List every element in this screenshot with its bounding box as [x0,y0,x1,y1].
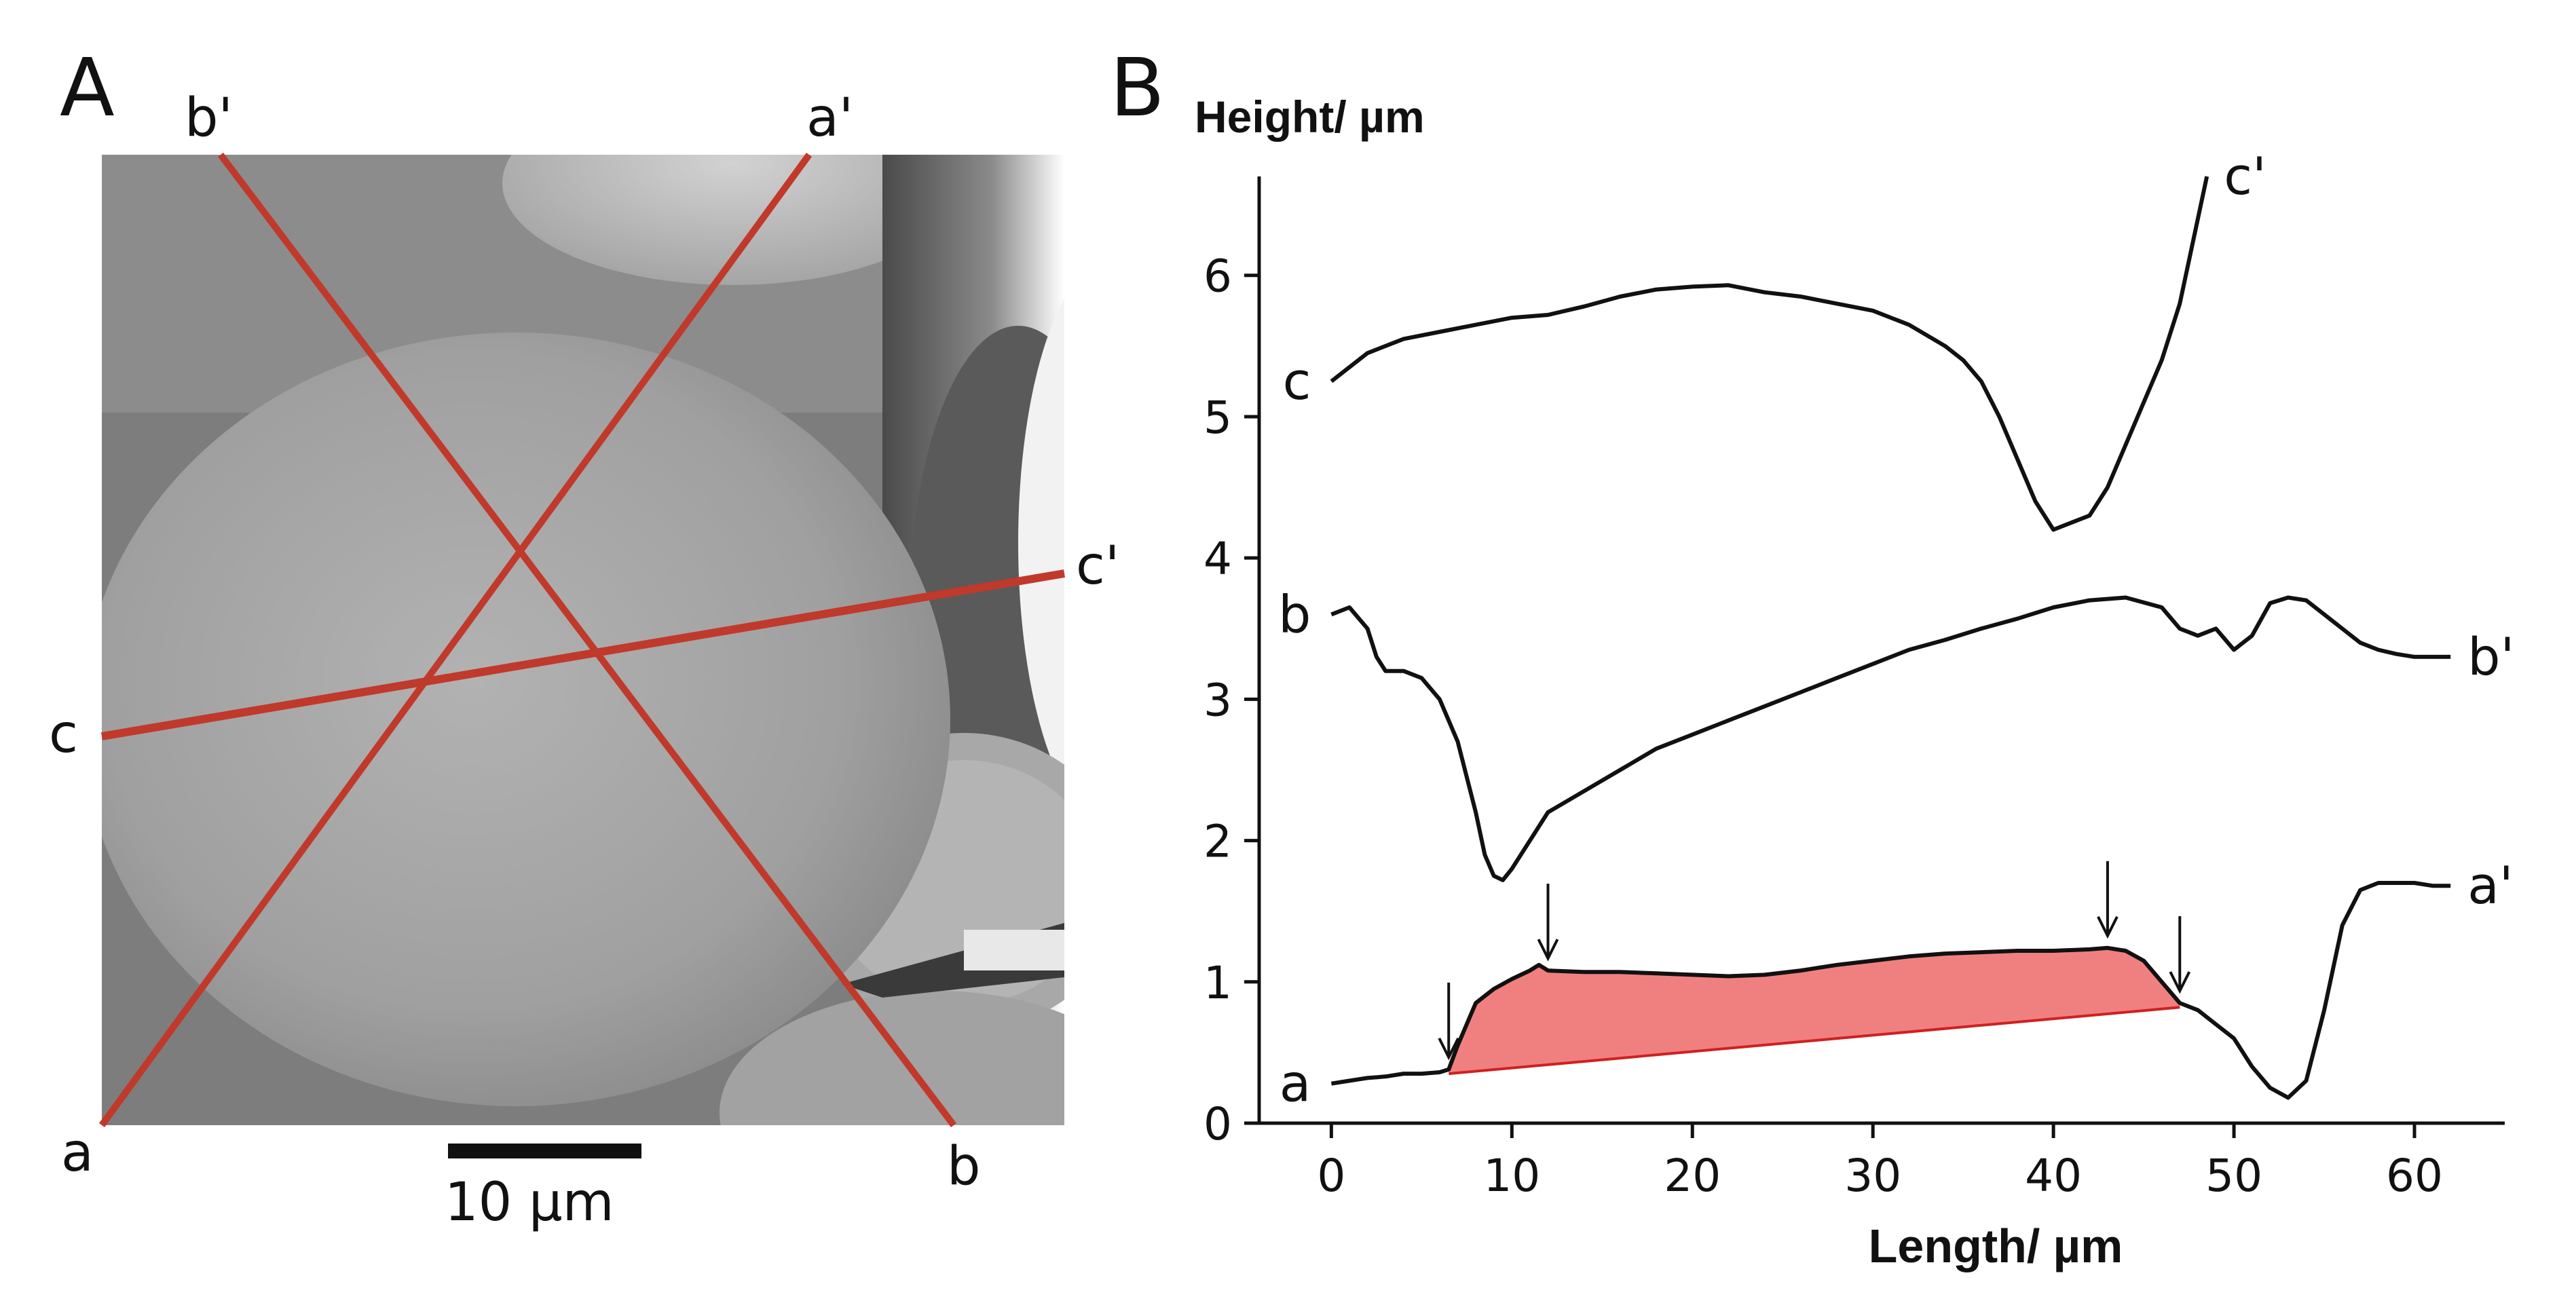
baseline-a [1449,1006,2180,1076]
panel-a-label: A [60,41,115,134]
label-b: b [947,1136,981,1197]
label-c-prime: c' [1076,535,1119,597]
y-tick-label-5: 5 [1203,392,1232,444]
series-start-label-1: b [1278,584,1311,644]
x-tick-label-0: 0 [1317,1150,1345,1202]
label-a: a [61,1122,94,1184]
scale-bar [448,1144,641,1158]
y-axis-title: Height/ µm [1195,92,1425,142]
x-tick-label-50: 50 [2205,1150,2262,1202]
y-tick-label-6: 6 [1203,250,1232,303]
line-b-b-prime [218,152,956,1128]
label-b-prime: b' [185,88,233,149]
label-c: c [49,704,78,765]
x-tick-label-40: 40 [2025,1150,2082,1202]
y-tick-label-2: 2 [1203,816,1232,868]
y-tick-label-0: 0 [1203,1098,1232,1150]
arrow-head-2 [2097,915,2118,939]
series-end-label-2: a' [2467,855,2513,915]
series-line-0 [1330,176,2209,532]
series-end-label-1: b' [2467,626,2514,687]
x-tick-label-20: 20 [1664,1150,1721,1202]
y-tick-label-4: 4 [1203,533,1232,585]
label-a-prime: a' [806,88,853,149]
panel-b-label: B [1110,41,1165,134]
y-tick-label-3: 3 [1203,674,1232,726]
scale-bar-label: 10 µm [445,1172,614,1233]
x-axis-title: Length/ µm [1869,1220,2123,1272]
x-tick-label-30: 30 [1844,1150,1901,1202]
x-tick-label-10: 10 [1483,1150,1540,1202]
line-c-c-prime [100,569,1066,740]
series-end-label-0: c' [2224,146,2266,206]
arrow-head-0 [1438,1037,1460,1061]
arrow-head-1 [1537,939,1559,962]
series-line-2 [1330,881,2451,1100]
y-tick-label-1: 1 [1203,957,1232,1009]
series-start-label-2: a [1280,1053,1311,1114]
arrow-head-3 [2169,971,2191,994]
series-start-label-0: c [1283,351,1311,411]
shaded-area-a [1449,947,2180,1074]
series-line-1 [1330,595,2451,882]
line-a-a-prime [98,153,813,1127]
x-tick-label-60: 60 [2386,1150,2443,1202]
